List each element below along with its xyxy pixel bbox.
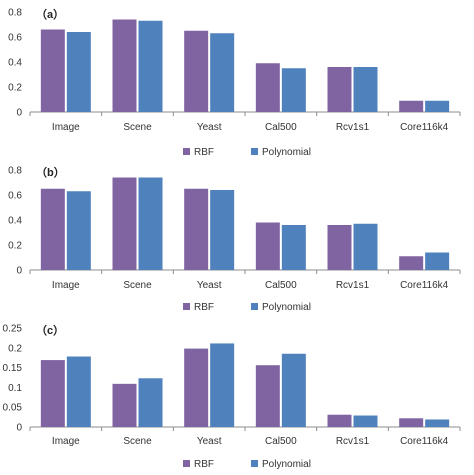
x-tick-label: Core116k4 (400, 280, 449, 291)
y-tick-label: 0.15 (3, 363, 23, 374)
bar-rbf-scene (112, 177, 137, 270)
bar-polynomial-core116k4 (425, 419, 450, 427)
y-tick-label: 0 (16, 266, 22, 277)
bar-rbf-image (40, 188, 65, 270)
bar-rbf-image (40, 29, 65, 112)
bar-polynomial-core116k4 (425, 252, 450, 270)
legend-swatch-polynomial (251, 303, 258, 310)
x-tick-label: Cal500 (265, 436, 297, 447)
bar-rbf-cal500 (255, 222, 280, 270)
x-tick-label: Core116k4 (400, 122, 449, 133)
panel-label: （b） (36, 166, 65, 179)
y-tick-label: 0.1 (8, 383, 22, 394)
bar-polynomial-yeast (210, 190, 235, 270)
bar-polynomial-cal500 (281, 225, 306, 270)
x-tick-label: Cal500 (265, 280, 297, 291)
legend-label-polynomial: Polynomial (262, 459, 311, 470)
x-tick-label: Yeast (197, 280, 222, 291)
bar-rbf-core116k4 (399, 256, 424, 270)
bar-rbf-scene (112, 383, 137, 427)
bar-rbf-image (40, 360, 65, 427)
legend-label-polynomial: Polynomial (262, 147, 311, 158)
bar-polynomial-image (66, 356, 91, 427)
x-tick-label: Scene (123, 122, 152, 133)
legend-swatch-polynomial (251, 148, 258, 155)
y-tick-label: 0 (16, 108, 22, 119)
legend-label-rbf: RBF (194, 302, 214, 313)
bar-polynomial-yeast (210, 33, 235, 112)
bar-polynomial-rcv1s1 (353, 415, 378, 427)
x-tick-label: Yeast (197, 436, 222, 447)
x-tick-label: Rcv1s1 (336, 122, 370, 133)
legend-label-rbf: RBF (194, 147, 214, 158)
y-tick-label: 0.2 (8, 83, 22, 94)
legend-swatch-rbf (183, 460, 190, 467)
x-tick-label: Rcv1s1 (336, 436, 370, 447)
x-tick-label: Scene (123, 436, 152, 447)
y-tick-label: 0.2 (8, 241, 22, 252)
y-tick-label: 0.8 (8, 166, 22, 177)
x-tick-label: Cal500 (265, 122, 297, 133)
bar-polynomial-core116k4 (425, 100, 450, 112)
y-tick-label: 0.05 (3, 403, 23, 414)
legend-swatch-rbf (183, 148, 190, 155)
bar-polynomial-yeast (210, 343, 235, 427)
bar-rbf-cal500 (255, 365, 280, 427)
y-tick-label: 0.6 (8, 33, 22, 44)
bar-polynomial-scene (138, 177, 163, 270)
x-tick-label: Image (52, 280, 80, 291)
legend-swatch-rbf (183, 303, 190, 310)
bar-polynomial-rcv1s1 (353, 67, 378, 112)
bar-polynomial-cal500 (281, 353, 306, 427)
bar-rbf-cal500 (255, 63, 280, 112)
y-tick-label: 0.25 (3, 324, 23, 335)
bar-polynomial-scene (138, 378, 163, 427)
y-tick-label: 0.6 (8, 191, 22, 202)
bar-polynomial-cal500 (281, 68, 306, 112)
bar-rbf-core116k4 (399, 418, 424, 427)
bar-rbf-rcv1s1 (327, 414, 352, 427)
bar-rbf-rcv1s1 (327, 67, 352, 112)
bar-rbf-yeast (184, 30, 209, 112)
bar-polynomial-scene (138, 20, 163, 112)
legend-label-rbf: RBF (194, 459, 214, 470)
y-tick-label: 0.2 (8, 343, 22, 354)
x-tick-label: Rcv1s1 (336, 280, 370, 291)
legend-label-polynomial: Polynomial (262, 302, 311, 313)
bar-rbf-yeast (184, 348, 209, 427)
bar-rbf-scene (112, 19, 137, 112)
bar-rbf-rcv1s1 (327, 225, 352, 270)
y-tick-label: 0.8 (8, 8, 22, 19)
panel-label: （c） (36, 324, 64, 337)
panel-label: （a） (36, 8, 64, 21)
bar-rbf-yeast (184, 188, 209, 270)
x-tick-label: Yeast (197, 122, 222, 133)
bar-polynomial-rcv1s1 (353, 223, 378, 270)
x-tick-label: Image (52, 436, 80, 447)
y-tick-label: 0 (16, 423, 22, 434)
x-tick-label: Core116k4 (400, 436, 449, 447)
bar-polynomial-image (66, 191, 91, 270)
legend-swatch-polynomial (251, 460, 258, 467)
y-tick-label: 0.4 (8, 216, 22, 227)
bar-rbf-core116k4 (399, 100, 424, 112)
bar-polynomial-image (66, 32, 91, 112)
x-tick-label: Image (52, 122, 80, 133)
x-tick-label: Scene (123, 280, 152, 291)
y-tick-label: 0.4 (8, 58, 22, 69)
